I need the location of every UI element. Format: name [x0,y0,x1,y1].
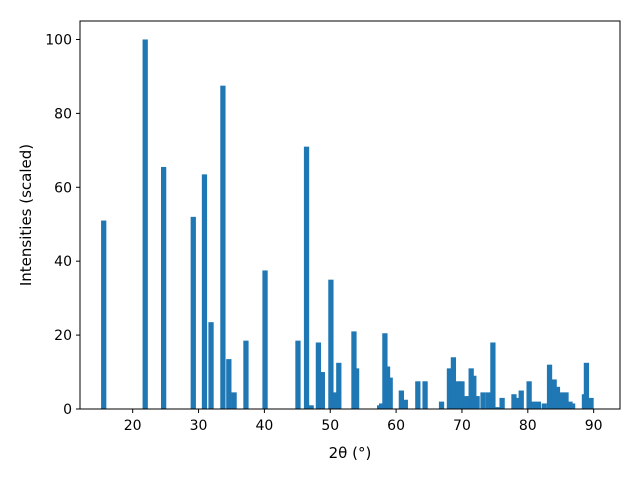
bar [336,362,342,409]
bar [463,396,470,409]
bar [387,377,393,409]
bar [455,381,461,409]
bar [535,401,541,409]
x-tick-label: 40 [255,418,273,434]
bar [588,397,594,409]
bar [295,340,301,409]
x-tick-label: 80 [519,418,537,434]
bar [459,381,465,409]
bar [546,364,553,409]
bar [208,322,214,409]
bar [583,362,590,409]
y-tick-label: 0 [63,402,72,418]
bar [450,357,457,409]
bar [471,375,477,409]
bar [101,220,107,409]
bar [201,174,208,409]
y-tick-label: 20 [54,328,72,344]
bar [526,381,532,409]
x-tick-label: 30 [190,418,208,434]
bar [499,397,505,409]
bar [511,394,517,409]
bar [569,403,576,409]
bar [474,396,480,409]
bar [161,166,167,409]
bar [262,270,268,409]
bar [231,392,237,409]
bar [319,372,325,409]
y-tick-label: 100 [45,32,72,48]
bar [480,392,486,409]
y-tick-label: 80 [54,106,72,122]
bar [558,392,565,409]
bar [531,401,537,409]
bar [226,359,232,409]
bar [308,405,314,409]
bar [551,379,557,409]
y-axis-label: Intensities (scaled) [17,144,35,286]
bars-group [101,39,594,410]
bar [554,386,561,409]
bar [563,392,569,409]
x-tick-label: 50 [321,418,339,434]
bar [494,407,500,409]
bar [315,342,322,409]
bar [190,216,196,409]
bar [328,279,334,409]
x-tick-label: 60 [387,418,405,434]
y-tick-label: 40 [54,254,72,270]
bar [490,342,496,409]
x-tick-label: 90 [585,418,603,434]
bar [438,401,445,409]
x-axis-label: 2θ (°) [329,444,372,462]
bar [514,397,520,409]
plot-frame [79,20,621,410]
bar [422,381,428,409]
bar [220,85,226,410]
bar [541,403,547,409]
bar [378,403,385,409]
bar [415,381,421,409]
bar [243,340,249,409]
y-axis-ticks: 0 20 40 60 80 100 [45,32,80,418]
y-tick-label: 60 [54,180,72,196]
bar [332,392,339,409]
bar [142,39,148,409]
x-tick-label: 70 [453,418,471,434]
bar [398,390,404,409]
bar [485,392,491,409]
bar [402,399,408,409]
bar [384,366,391,409]
bar [446,368,453,409]
x-axis-ticks: 20 30 40 50 60 70 80 90 [124,409,603,434]
bar [353,368,360,409]
x-tick-label: 20 [124,418,142,434]
bar [518,390,524,409]
bar [303,146,310,409]
